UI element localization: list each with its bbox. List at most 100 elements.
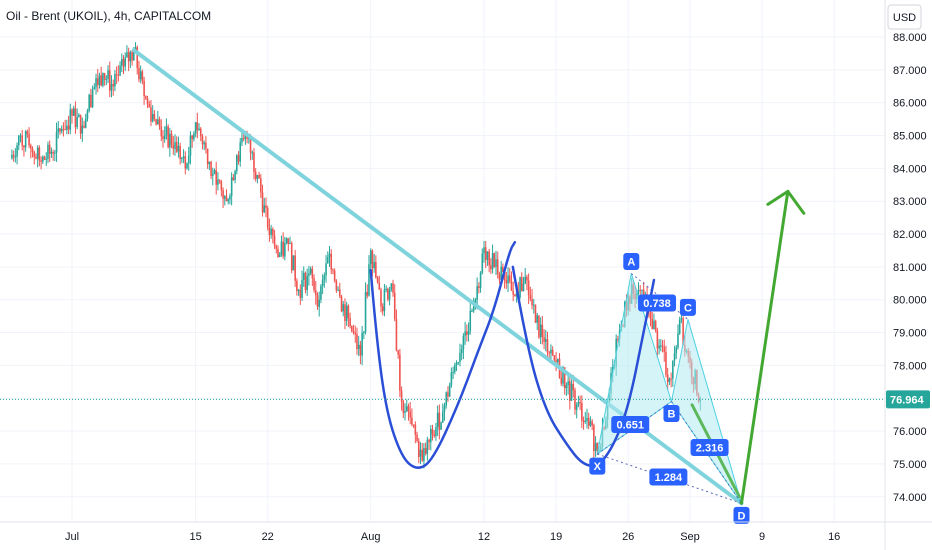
- candle: [459, 343, 461, 367]
- chart-drawings: 0.738 0.651 2.316 1.284 X A B C D: [131, 48, 806, 524]
- ratio-label-text: 1.284: [655, 472, 683, 484]
- candle: [400, 386, 403, 411]
- candle-body: [153, 114, 156, 120]
- ratio-label: 0.651: [611, 416, 650, 434]
- candle-body: [194, 122, 197, 134]
- candle-body: [313, 278, 315, 291]
- price-tick-label: 74.000: [893, 492, 927, 504]
- candle: [232, 173, 235, 181]
- candle-body: [435, 426, 437, 437]
- candle-body: [227, 199, 230, 202]
- candle: [505, 271, 508, 289]
- candle: [277, 245, 279, 258]
- candle-body: [242, 138, 245, 140]
- candle-body: [110, 84, 113, 91]
- candle-body: [79, 114, 82, 134]
- candle-body: [187, 155, 190, 164]
- candle-body: [254, 172, 257, 179]
- candle-body: [47, 144, 49, 159]
- candle-body: [78, 114, 80, 118]
- candle-body: [349, 318, 351, 326]
- candle-body: [117, 75, 120, 77]
- candle: [436, 405, 439, 437]
- candle-body: [574, 390, 576, 410]
- candle: [527, 273, 530, 305]
- candle-body: [591, 421, 593, 426]
- projection-arrow-shaft: [740, 189, 790, 505]
- candle: [40, 156, 42, 170]
- candle: [268, 218, 271, 242]
- candle-body: [95, 78, 97, 88]
- pattern-point-text: X: [594, 461, 602, 473]
- candle: [292, 255, 295, 271]
- candle-body: [459, 353, 461, 363]
- candle-body: [43, 156, 46, 160]
- candle: [462, 333, 465, 360]
- price-tick-label: 75.000: [893, 459, 927, 471]
- price-tick-label: 83.000: [893, 196, 927, 208]
- ratio-label-background: [638, 294, 677, 312]
- candle: [177, 136, 180, 158]
- candle: [534, 304, 537, 324]
- candle-body: [36, 147, 39, 159]
- candle: [356, 327, 358, 355]
- candle: [119, 61, 121, 77]
- candle-body: [265, 205, 267, 209]
- time-tick-label: Sep: [680, 531, 700, 543]
- candle-body: [251, 152, 254, 154]
- candle: [349, 312, 351, 329]
- candle: [110, 75, 113, 98]
- candle: [414, 421, 417, 444]
- candle: [237, 151, 240, 165]
- candle: [278, 252, 281, 258]
- candle-body: [301, 279, 303, 298]
- candle: [91, 85, 94, 109]
- candle-body: [296, 280, 298, 291]
- candle-body: [114, 74, 116, 87]
- candle: [426, 436, 429, 461]
- candle: [313, 274, 315, 293]
- candle-body: [42, 156, 44, 162]
- candle: [115, 66, 118, 85]
- candle: [242, 133, 245, 142]
- candle: [326, 251, 329, 264]
- candle-body: [356, 334, 358, 350]
- candle-body: [371, 250, 374, 269]
- candle-body: [340, 296, 343, 312]
- candle: [591, 418, 593, 431]
- candle: [539, 317, 542, 345]
- candle-body: [531, 298, 533, 306]
- candle: [387, 287, 389, 302]
- candle-body: [69, 109, 72, 130]
- candle: [666, 367, 669, 391]
- time-tick-label: Aug: [361, 531, 381, 543]
- candle-body: [146, 98, 149, 105]
- candle-body: [323, 275, 326, 280]
- candle-body: [131, 51, 133, 61]
- time-tick-label: 15: [189, 531, 201, 543]
- candle-body: [656, 330, 659, 349]
- candle: [254, 168, 257, 182]
- candle-body: [543, 337, 545, 342]
- candle-body: [407, 406, 410, 412]
- candle-body: [673, 353, 676, 361]
- time-tick-label: 16: [828, 531, 840, 543]
- candle: [575, 402, 578, 419]
- candle-body: [653, 320, 655, 330]
- candle-body: [138, 68, 140, 80]
- candle: [201, 133, 204, 150]
- candle-body: [359, 344, 362, 356]
- candle: [443, 402, 446, 421]
- candle: [26, 129, 29, 138]
- candle-body: [442, 411, 444, 423]
- candle-body: [24, 131, 27, 148]
- candle-body: [119, 65, 121, 76]
- candle-body: [481, 253, 484, 273]
- candle: [581, 395, 583, 429]
- candle: [435, 422, 437, 441]
- currency-button[interactable]: USD: [887, 4, 922, 30]
- candle: [328, 245, 331, 267]
- candle-body: [284, 243, 286, 257]
- candle: [306, 268, 308, 296]
